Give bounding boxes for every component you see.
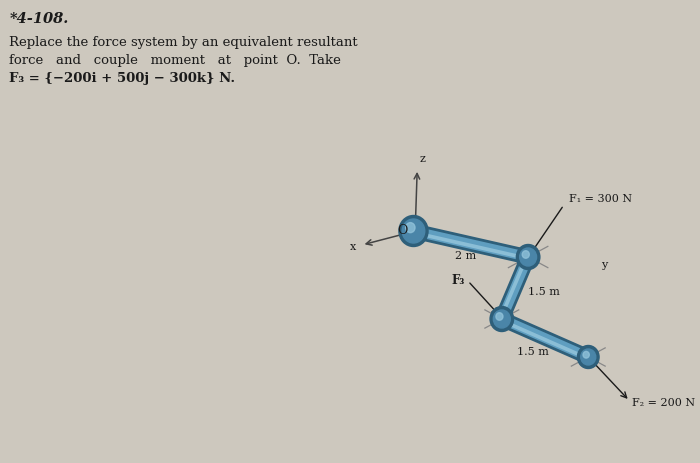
Text: x: x [349, 242, 356, 251]
Circle shape [581, 349, 596, 365]
Circle shape [517, 245, 540, 270]
Circle shape [405, 223, 415, 233]
Text: z: z [419, 154, 425, 163]
Text: *4-108.: *4-108. [9, 12, 69, 26]
Text: 1.5 m: 1.5 m [528, 287, 560, 296]
Circle shape [578, 346, 599, 369]
Circle shape [522, 251, 529, 259]
Circle shape [490, 307, 514, 332]
Circle shape [496, 313, 503, 320]
Text: O: O [398, 224, 408, 237]
Text: y: y [601, 259, 608, 269]
Text: 2 m: 2 m [456, 250, 477, 260]
Text: 1.5 m: 1.5 m [517, 346, 549, 356]
Text: F₃ = {−200i + 500j − 300k} N.: F₃ = {−200i + 500j − 300k} N. [9, 72, 235, 85]
Text: F₂ = 200 N: F₂ = 200 N [632, 397, 696, 407]
Text: force   and   couple   moment   at   point  O.  Take: force and couple moment at point O. Take [9, 54, 342, 67]
Circle shape [519, 249, 537, 266]
Circle shape [583, 351, 589, 358]
Text: F₁ = 300 N: F₁ = 300 N [570, 194, 633, 204]
Circle shape [494, 310, 510, 328]
Text: F₃: F₃ [451, 274, 464, 287]
Circle shape [399, 216, 428, 247]
Text: Replace the force system by an equivalent resultant: Replace the force system by an equivalen… [9, 36, 358, 49]
Circle shape [402, 219, 425, 244]
